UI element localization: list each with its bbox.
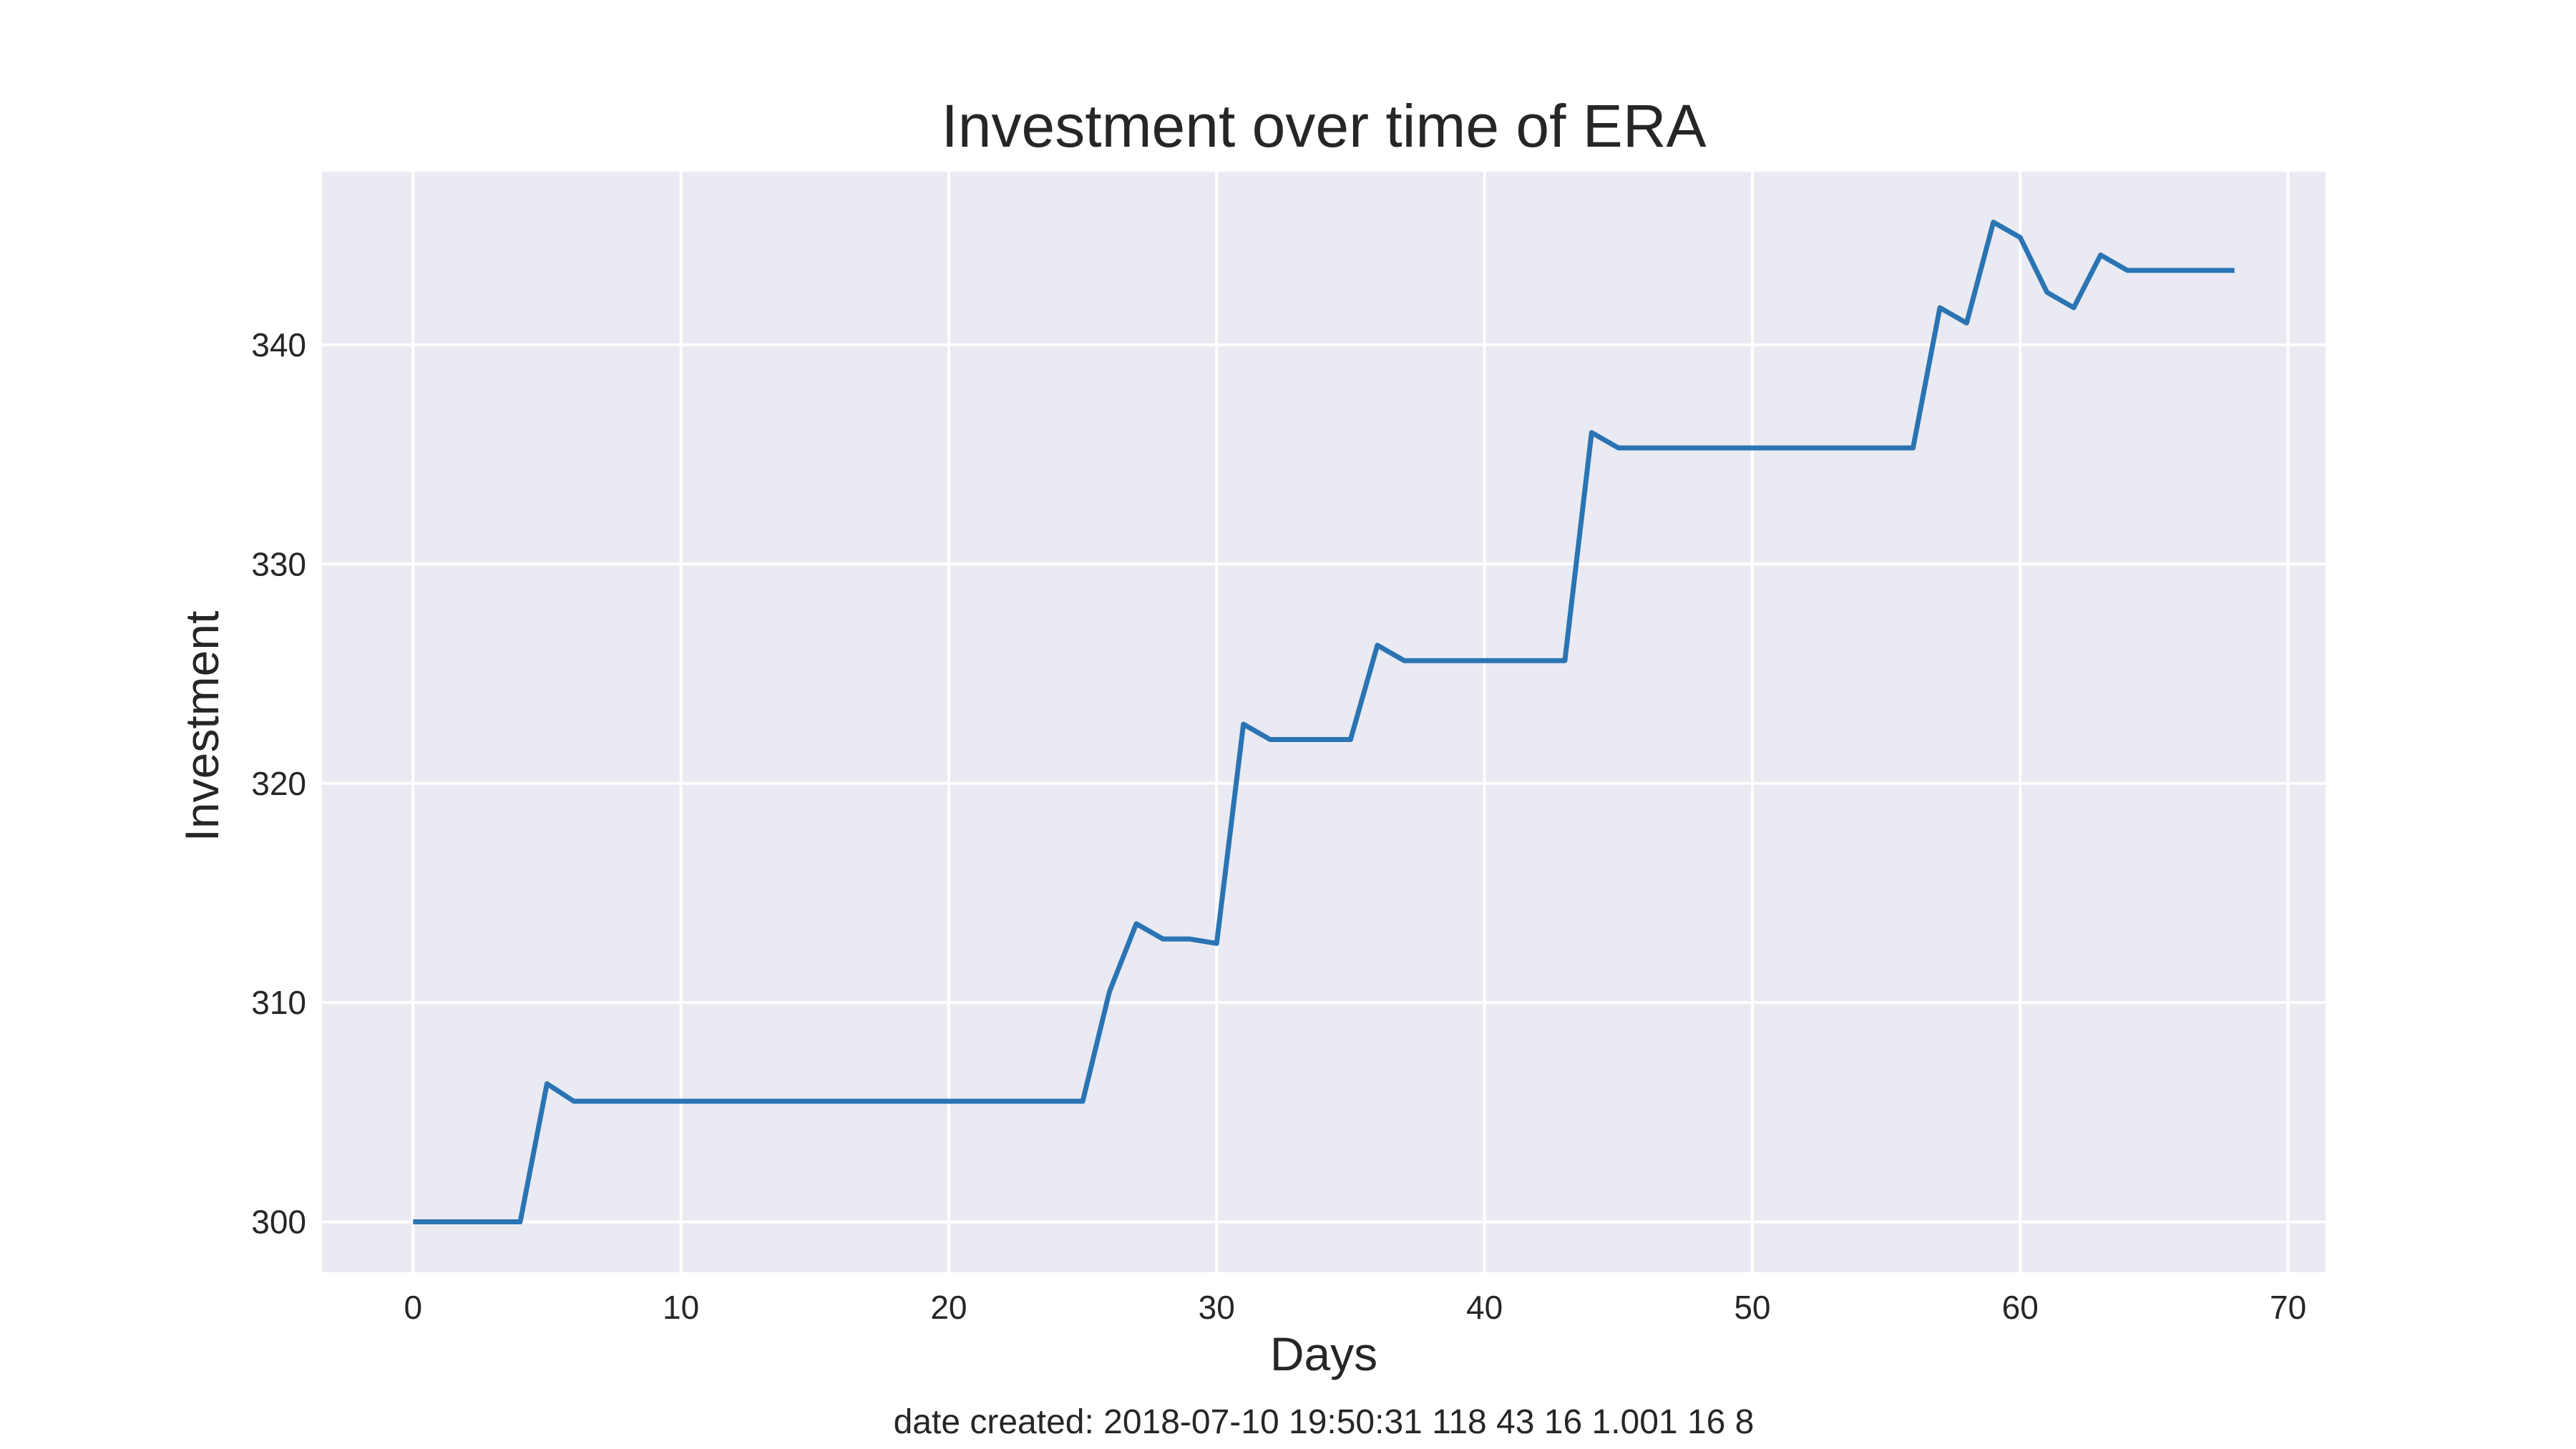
y-tick-label: 340 <box>251 326 306 364</box>
y-tick-label: 320 <box>251 765 306 802</box>
caption-text: date created: 2018-07-10 19:50:31 118 43… <box>894 1403 1755 1441</box>
chart-title: Investment over time of ERA <box>941 92 1706 160</box>
x-axis-label: Days <box>1270 1327 1377 1380</box>
grid-lines <box>322 172 2326 1272</box>
x-tick-label: 50 <box>1734 1289 1770 1326</box>
x-tick-label: 30 <box>1199 1289 1235 1326</box>
y-axis-ticks: 300 310 320 330 340 <box>251 326 306 1240</box>
x-tick-label: 0 <box>404 1289 422 1326</box>
x-tick-label: 60 <box>2002 1289 2039 1326</box>
series-layer <box>413 220 2235 1224</box>
y-tick-label: 330 <box>251 545 306 582</box>
plot-area <box>322 172 2326 1272</box>
x-axis-ticks: 0 10 20 30 40 50 60 70 <box>404 1289 2306 1326</box>
y-tick-label: 300 <box>251 1204 306 1241</box>
y-axis-label: Investment <box>175 611 228 842</box>
series-line <box>413 220 2235 1224</box>
x-tick-label: 20 <box>930 1289 967 1326</box>
x-tick-label: 40 <box>1466 1289 1503 1326</box>
y-tick-label: 310 <box>251 984 306 1021</box>
x-tick-label: 70 <box>2270 1289 2306 1326</box>
x-tick-label: 10 <box>663 1289 699 1326</box>
